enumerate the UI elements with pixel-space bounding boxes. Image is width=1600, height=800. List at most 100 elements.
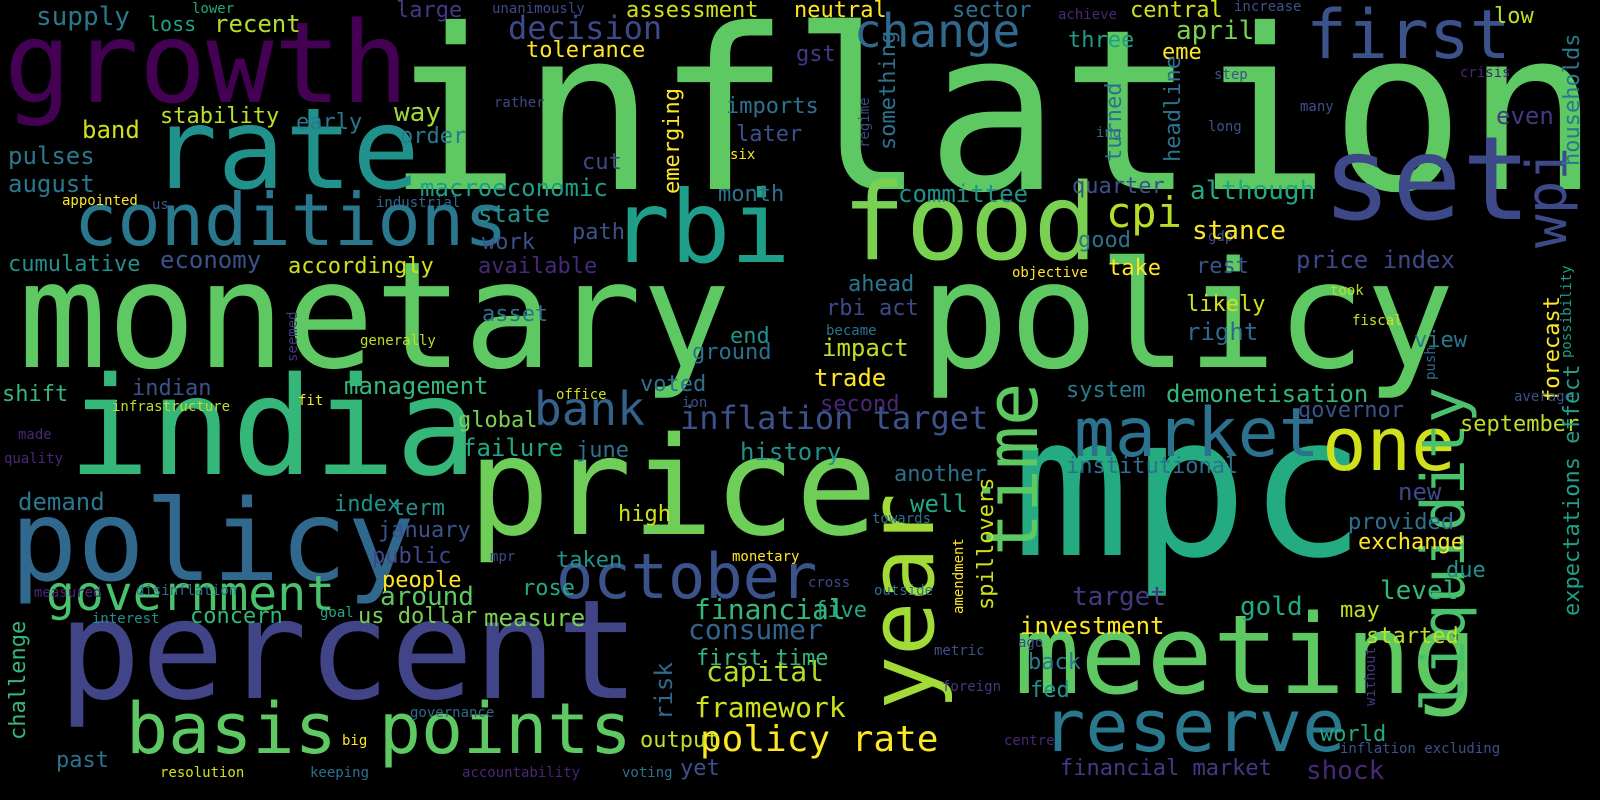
word-sector: sector <box>952 0 1032 23</box>
word-industrial: industrial <box>376 195 461 211</box>
word-measure: measure <box>484 604 586 632</box>
word-ion: ion <box>682 395 708 411</box>
word-asset: asset <box>482 302 549 327</box>
word-meeting: meeting <box>1014 591 1478 719</box>
word-monetary: monetary <box>18 230 731 402</box>
word-crisis: crisis <box>1460 65 1511 81</box>
word-possibility: possibility <box>1559 265 1575 358</box>
word-index: index <box>334 492 401 517</box>
word-government: government <box>46 566 335 622</box>
word-set: set <box>1322 112 1532 247</box>
word-price: price <box>468 409 878 567</box>
word-committee: committee <box>898 180 1029 208</box>
word-quarter: quarter <box>1072 174 1165 199</box>
word-investment: investment <box>1020 612 1165 640</box>
word-quality: quality <box>4 451 64 467</box>
word-without: without <box>1363 646 1379 706</box>
word-turned: turned <box>1102 82 1127 162</box>
word-challenge: challenge <box>6 620 31 740</box>
word-policy: policy <box>920 230 1455 402</box>
word-likely: likely <box>1186 292 1266 317</box>
word-institutional: institutional <box>1066 454 1239 479</box>
word-stability: stability <box>160 104 280 129</box>
word-resolution: resolution <box>160 765 245 781</box>
word-eme: eme <box>1162 40 1202 65</box>
word-push: push <box>1423 346 1439 380</box>
word-provided: provided <box>1348 510 1454 535</box>
word-rate: rate <box>150 85 420 215</box>
word-infrastructure: infrastructure <box>112 399 231 415</box>
word-yet: yet <box>680 756 720 781</box>
word-indian: indian <box>132 376 212 401</box>
word-gst: gst <box>796 42 836 67</box>
word-tolerance: tolerance <box>526 38 646 63</box>
word-many: many <box>1300 99 1334 115</box>
word-monetary: monetary <box>732 549 800 565</box>
word-demonetisation: demonetisation <box>1166 380 1369 408</box>
word-generally: generally <box>360 333 436 349</box>
word-increase: increase <box>1234 0 1302 15</box>
word-households: households <box>1560 33 1585 166</box>
word-imports: imports <box>726 94 819 119</box>
word-global: global <box>458 408 538 433</box>
word-fit: fit <box>298 393 324 409</box>
word-price-index: price index <box>1296 246 1455 274</box>
word-back: back <box>1028 650 1081 675</box>
word-inflation: inflation <box>386 0 1600 242</box>
word-rbi-act: rbi act <box>826 296 919 321</box>
word-inflation-excluding: inflation excluding <box>1340 741 1501 757</box>
word-economy: economy <box>160 246 262 274</box>
word-bank: bank <box>534 382 645 436</box>
word-five: five <box>814 598 867 623</box>
word-average: average <box>1514 389 1574 405</box>
word-concern: concern <box>190 604 283 629</box>
word-outside: outside <box>874 583 934 599</box>
word-work: work <box>482 230 535 255</box>
word-shift: shift <box>2 382 69 407</box>
word-spillovers: spillovers <box>974 477 999 610</box>
word-objective: objective <box>1012 265 1088 281</box>
word-gdp: gdp <box>1208 229 1234 245</box>
word-june: june <box>576 438 629 463</box>
word-one: one <box>1322 402 1456 488</box>
word-disinflation: disinflation <box>136 583 238 599</box>
word-ahead: ahead <box>848 272 915 297</box>
word-people: people <box>382 568 462 593</box>
word-voted: voted <box>640 372 707 397</box>
word-three: three <box>1068 28 1135 53</box>
word-accountability: accountability <box>462 765 581 781</box>
word-growth: growth <box>4 0 409 129</box>
word-rest: rest <box>1196 254 1249 279</box>
word-new: new <box>1398 478 1442 506</box>
word-step: step <box>1214 67 1248 83</box>
word-policy-rate: policy rate <box>700 719 939 760</box>
word-first-time: first time <box>696 646 829 671</box>
word-band: band <box>82 116 140 144</box>
word-cumulative: cumulative <box>8 252 141 277</box>
word-due: due <box>1446 558 1486 583</box>
word-measured: measured <box>34 585 102 601</box>
word-path: path <box>572 220 625 245</box>
word-metric: metric <box>934 643 985 659</box>
word-pulses: pulses <box>8 142 95 170</box>
word-rbi: rbi <box>610 169 791 286</box>
word-mpc: mpc <box>1012 374 1367 602</box>
word-inflation-target: inflation target <box>680 399 989 437</box>
word-world: world <box>1320 722 1387 747</box>
word-may: may <box>1340 598 1380 623</box>
word-ing: ing <box>1096 125 1122 141</box>
word-take: take <box>1108 256 1161 281</box>
word-system: system <box>1066 378 1146 403</box>
word-even: even <box>1496 102 1554 130</box>
word-big: big <box>342 733 368 749</box>
word-cpi: cpi <box>1106 188 1182 237</box>
word-later: later <box>736 122 803 147</box>
word-lower: lower <box>192 1 235 17</box>
word-exchange: exchange <box>1358 530 1464 555</box>
word-public: public <box>372 544 452 569</box>
word-september: september <box>1460 412 1580 437</box>
word-foreign: foreign <box>942 679 1002 695</box>
word-order: order <box>400 124 467 149</box>
word-october: october <box>556 540 818 613</box>
word-demand: demand <box>18 488 105 516</box>
